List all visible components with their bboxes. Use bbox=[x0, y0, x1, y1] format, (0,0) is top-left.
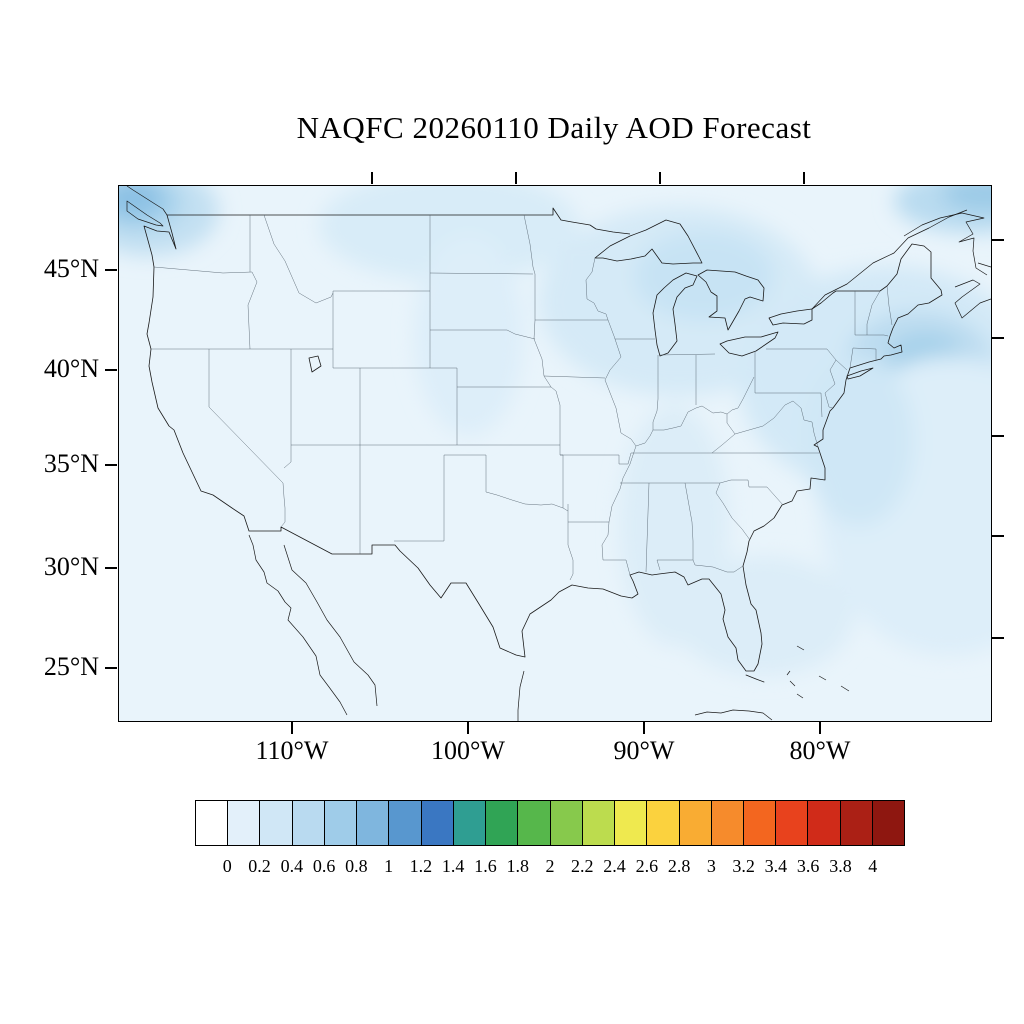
colorbar bbox=[195, 800, 905, 846]
colorbar-box bbox=[582, 801, 616, 845]
lat-tick-mark bbox=[105, 269, 117, 271]
lon-tick-mark-top bbox=[659, 172, 661, 184]
colorbar-box bbox=[421, 801, 454, 845]
colorbar-box bbox=[679, 801, 712, 845]
colorbar-tick-label: 0.8 bbox=[345, 856, 368, 876]
lon-tick-mark bbox=[819, 721, 821, 734]
colorbar-tick-label: 1.6 bbox=[474, 856, 497, 876]
colorbar-box bbox=[389, 801, 422, 845]
colorbar-tick-label: 3.6 bbox=[796, 856, 820, 876]
colorbar-box bbox=[776, 801, 809, 845]
colorbar-box bbox=[872, 801, 905, 845]
lon-tick-mark-top bbox=[371, 172, 373, 184]
lon-tick-label: 90°W bbox=[613, 736, 675, 765]
us-canada-border bbox=[167, 207, 631, 235]
lon-tick-mark-top bbox=[515, 172, 517, 184]
map-frame bbox=[118, 185, 992, 722]
colorbar-tick-label: 1 bbox=[384, 856, 394, 876]
colorbar-tick-label: 0 bbox=[222, 856, 232, 876]
colorbar-box bbox=[743, 801, 777, 845]
colorbar-tick-label: 3.8 bbox=[829, 856, 852, 876]
colorbar-box bbox=[324, 801, 358, 845]
lat-tick-mark-right bbox=[991, 637, 1004, 639]
colorbar-box bbox=[647, 801, 680, 845]
colorbar-box bbox=[486, 801, 519, 845]
colorbar-tick-label: 2.8 bbox=[667, 856, 691, 876]
colorbar-tick-label: 4 bbox=[868, 856, 878, 876]
lon-tick-label: 80°W bbox=[789, 736, 851, 765]
lon-tick-mark bbox=[643, 721, 645, 734]
colorbar-box bbox=[260, 801, 293, 845]
colorbar-tick-label: 2.4 bbox=[603, 856, 626, 876]
us-coastline bbox=[143, 214, 943, 683]
colorbar-tick-label: 0.4 bbox=[280, 856, 304, 876]
colorbar-tick-label: 3 bbox=[706, 856, 716, 876]
colorbar-tick-label: 2 bbox=[545, 856, 555, 876]
colorbar-box bbox=[518, 801, 551, 845]
plot-title: NAQFC 20260110 Daily AOD Forecast bbox=[296, 110, 812, 145]
state-borders bbox=[151, 214, 893, 581]
colorbar-box bbox=[196, 801, 229, 845]
colorbar-box bbox=[357, 801, 390, 845]
colorbar-box bbox=[292, 801, 325, 845]
lat-tick-label: 25°N bbox=[43, 652, 99, 681]
lon-tick-label: 100°W bbox=[431, 736, 505, 765]
colorbar-tick-label: 3.4 bbox=[764, 856, 788, 876]
lat-tick-mark bbox=[105, 369, 117, 371]
colorbar-tick-label: 0.2 bbox=[248, 856, 271, 876]
neighbor-coastlines bbox=[126, 186, 991, 721]
great-lakes bbox=[308, 219, 813, 373]
colorbar-box bbox=[228, 801, 261, 845]
lat-tick-label: 30°N bbox=[43, 552, 99, 581]
colorbar-tick-label: 3.2 bbox=[732, 856, 755, 876]
lat-tick-mark-right bbox=[991, 337, 1004, 339]
colorbar-tick-label: 2.6 bbox=[635, 856, 659, 876]
conus-aod-map bbox=[119, 186, 991, 721]
colorbar-box bbox=[840, 801, 873, 845]
colorbar-box bbox=[453, 801, 487, 845]
colorbar-box bbox=[550, 801, 583, 845]
colorbar-box bbox=[615, 801, 648, 845]
lat-tick-mark-right bbox=[991, 535, 1004, 537]
lon-tick-mark-top bbox=[803, 172, 805, 184]
lat-tick-mark bbox=[105, 464, 117, 466]
colorbar-tick-label: 2.2 bbox=[571, 856, 594, 876]
lon-tick-mark bbox=[467, 721, 469, 734]
lon-tick-mark bbox=[291, 721, 293, 734]
colorbar-tick-label: 1.4 bbox=[441, 856, 465, 876]
lat-tick-label: 45°N bbox=[43, 254, 99, 283]
lat-tick-label: 40°N bbox=[43, 354, 99, 383]
lat-tick-mark bbox=[105, 567, 117, 569]
colorbar-box bbox=[711, 801, 744, 845]
lat-tick-mark bbox=[105, 667, 117, 669]
lat-tick-label: 35°N bbox=[43, 449, 99, 478]
colorbar-tick-label: 1.2 bbox=[409, 856, 433, 876]
colorbar-box bbox=[808, 801, 841, 845]
lon-tick-label: 110°W bbox=[255, 736, 329, 765]
colorbar-tick-label: 0.6 bbox=[312, 856, 336, 876]
lat-tick-mark-right bbox=[991, 435, 1004, 437]
lat-tick-mark-right bbox=[991, 239, 1004, 241]
colorbar-tick-label: 1.8 bbox=[506, 856, 529, 876]
